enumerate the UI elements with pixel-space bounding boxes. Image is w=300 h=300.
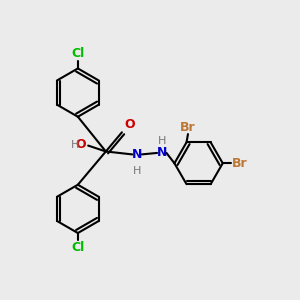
Text: H: H (158, 136, 166, 146)
Text: Cl: Cl (71, 241, 85, 254)
Text: Br: Br (180, 121, 196, 134)
Text: O: O (76, 138, 86, 151)
Text: O: O (124, 118, 135, 131)
Text: N: N (132, 148, 142, 161)
Text: N: N (157, 146, 167, 159)
Text: H: H (71, 140, 79, 150)
Text: Br: Br (232, 157, 247, 170)
Text: H: H (133, 166, 141, 176)
Text: Cl: Cl (71, 47, 85, 61)
